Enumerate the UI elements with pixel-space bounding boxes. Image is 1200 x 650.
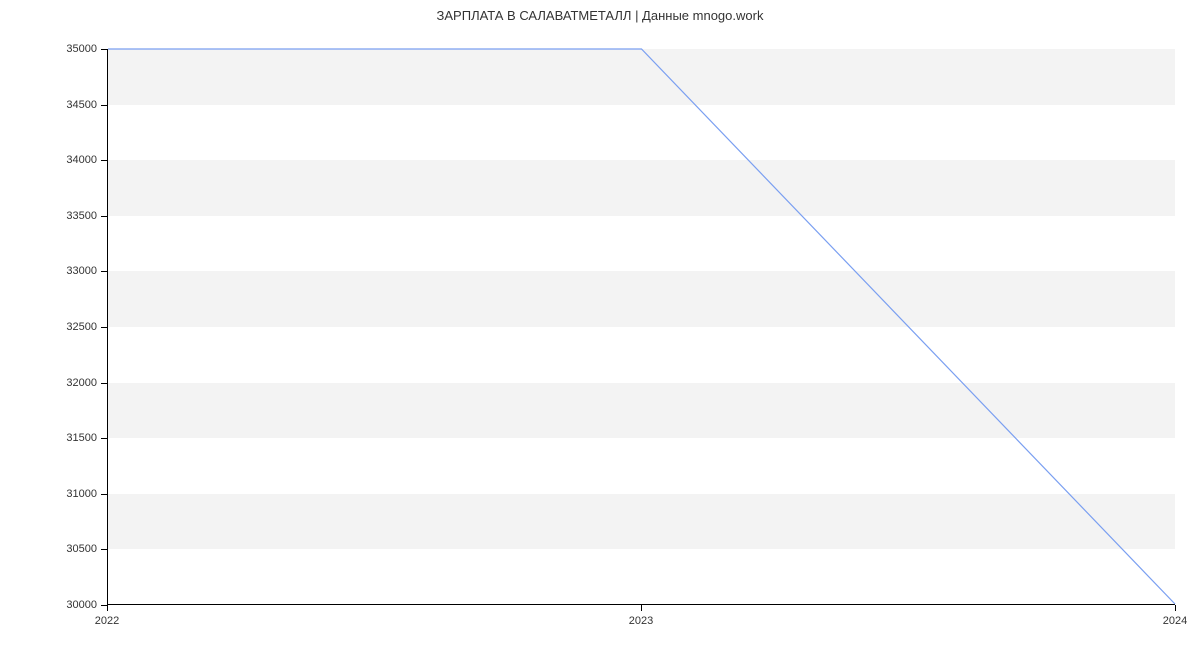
y-tick-label: 34000	[66, 154, 97, 166]
y-tick-mark	[101, 216, 107, 217]
y-tick-label: 30000	[66, 599, 97, 611]
chart-title: ЗАРПЛАТА В САЛАВАТМЕТАЛЛ | Данные mnogo.…	[0, 8, 1200, 23]
y-tick-mark	[101, 105, 107, 106]
y-tick-label: 31500	[66, 432, 97, 444]
y-tick-mark	[101, 494, 107, 495]
x-tick-mark	[641, 605, 642, 611]
x-tick-mark	[1175, 605, 1176, 611]
line-chart: ЗАРПЛАТА В САЛАВАТМЕТАЛЛ | Данные mnogo.…	[0, 0, 1200, 650]
data-line	[108, 49, 1175, 604]
y-tick-label: 34500	[66, 99, 97, 111]
y-tick-label: 35000	[66, 43, 97, 55]
x-tick-label: 2024	[1163, 615, 1187, 627]
y-tick-mark	[101, 160, 107, 161]
y-tick-mark	[101, 49, 107, 50]
y-tick-mark	[101, 327, 107, 328]
y-tick-label: 31000	[66, 488, 97, 500]
y-tick-label: 32500	[66, 321, 97, 333]
y-tick-mark	[101, 383, 107, 384]
x-tick-label: 2022	[95, 615, 119, 627]
x-tick-mark	[107, 605, 108, 611]
y-tick-label: 32000	[66, 377, 97, 389]
y-tick-label: 30500	[66, 543, 97, 555]
y-tick-label: 33000	[66, 265, 97, 277]
plot-area	[107, 49, 1175, 605]
x-tick-label: 2023	[629, 615, 653, 627]
y-tick-label: 33500	[66, 210, 97, 222]
y-tick-mark	[101, 271, 107, 272]
y-tick-mark	[101, 438, 107, 439]
y-tick-mark	[101, 549, 107, 550]
